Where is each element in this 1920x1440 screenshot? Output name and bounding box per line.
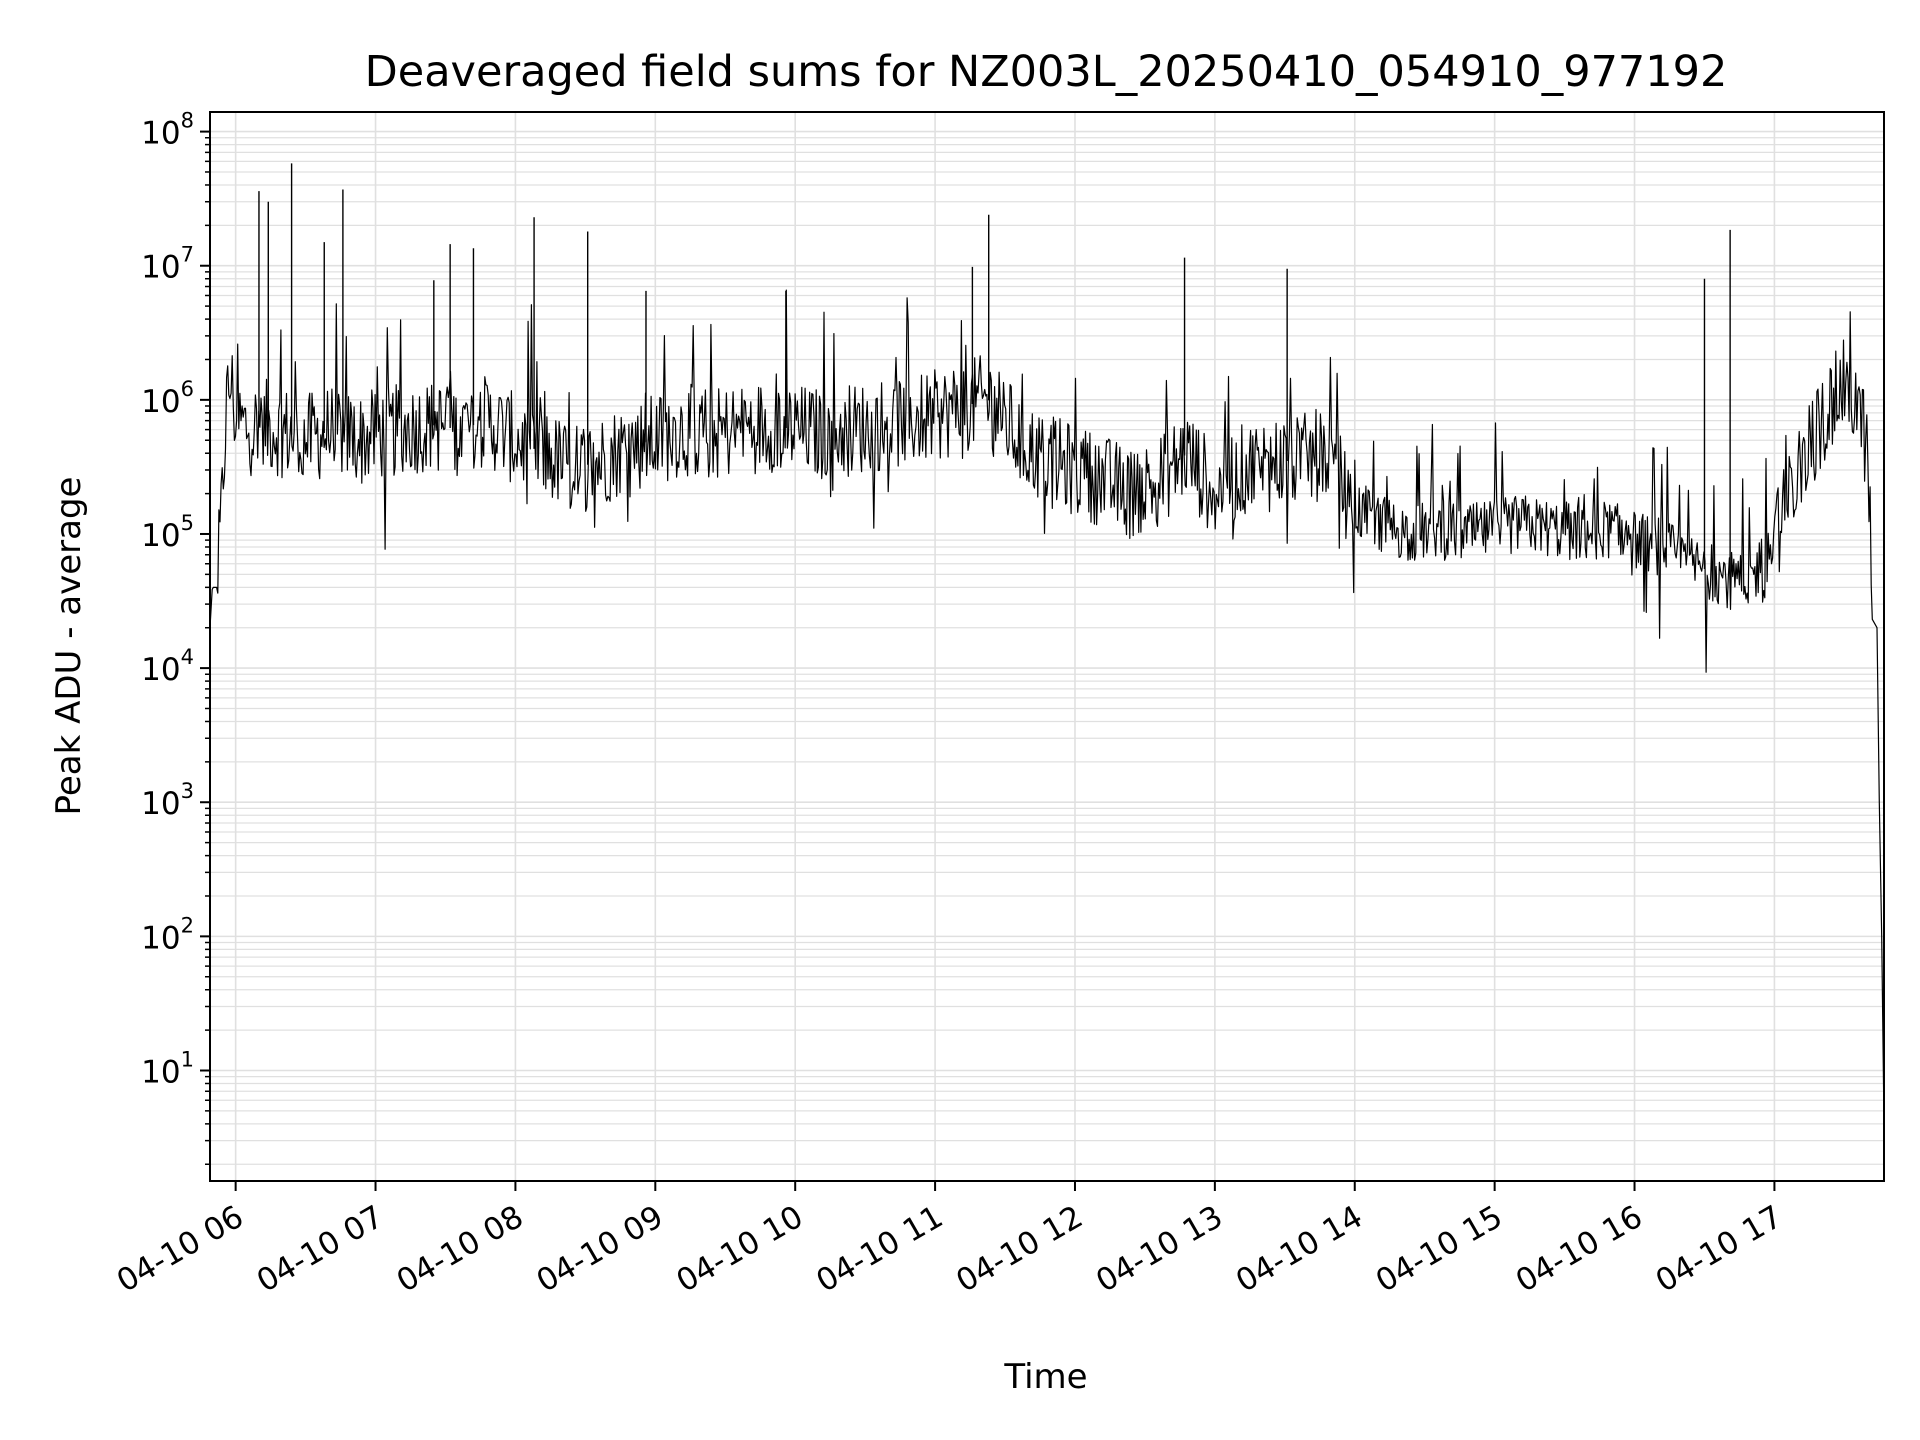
plot-frame — [209, 111, 1885, 1182]
series-line — [209, 289, 1885, 1124]
grid — [210, 112, 1884, 1181]
y-tick-label: 103 — [141, 779, 194, 822]
y-tick-label: 102 — [141, 913, 194, 956]
y-axis-title: Peak ADU - average — [49, 477, 89, 816]
y-tick-label: 101 — [141, 1047, 194, 1090]
chart-title: Deaveraged field sums for NZ003L_2025041… — [365, 47, 1728, 97]
y-tick-label: 104 — [141, 645, 194, 688]
y-tick-label: 108 — [141, 109, 194, 152]
x-axis-title: Time — [1003, 1357, 1087, 1397]
y-axis: 101 102 103 104 105 106 107 108 — [141, 109, 210, 1165]
y-tick-label: 106 — [141, 377, 194, 420]
y-tick-label: 105 — [141, 511, 194, 554]
series — [209, 163, 1885, 1124]
y-tick-label: 107 — [141, 243, 194, 286]
